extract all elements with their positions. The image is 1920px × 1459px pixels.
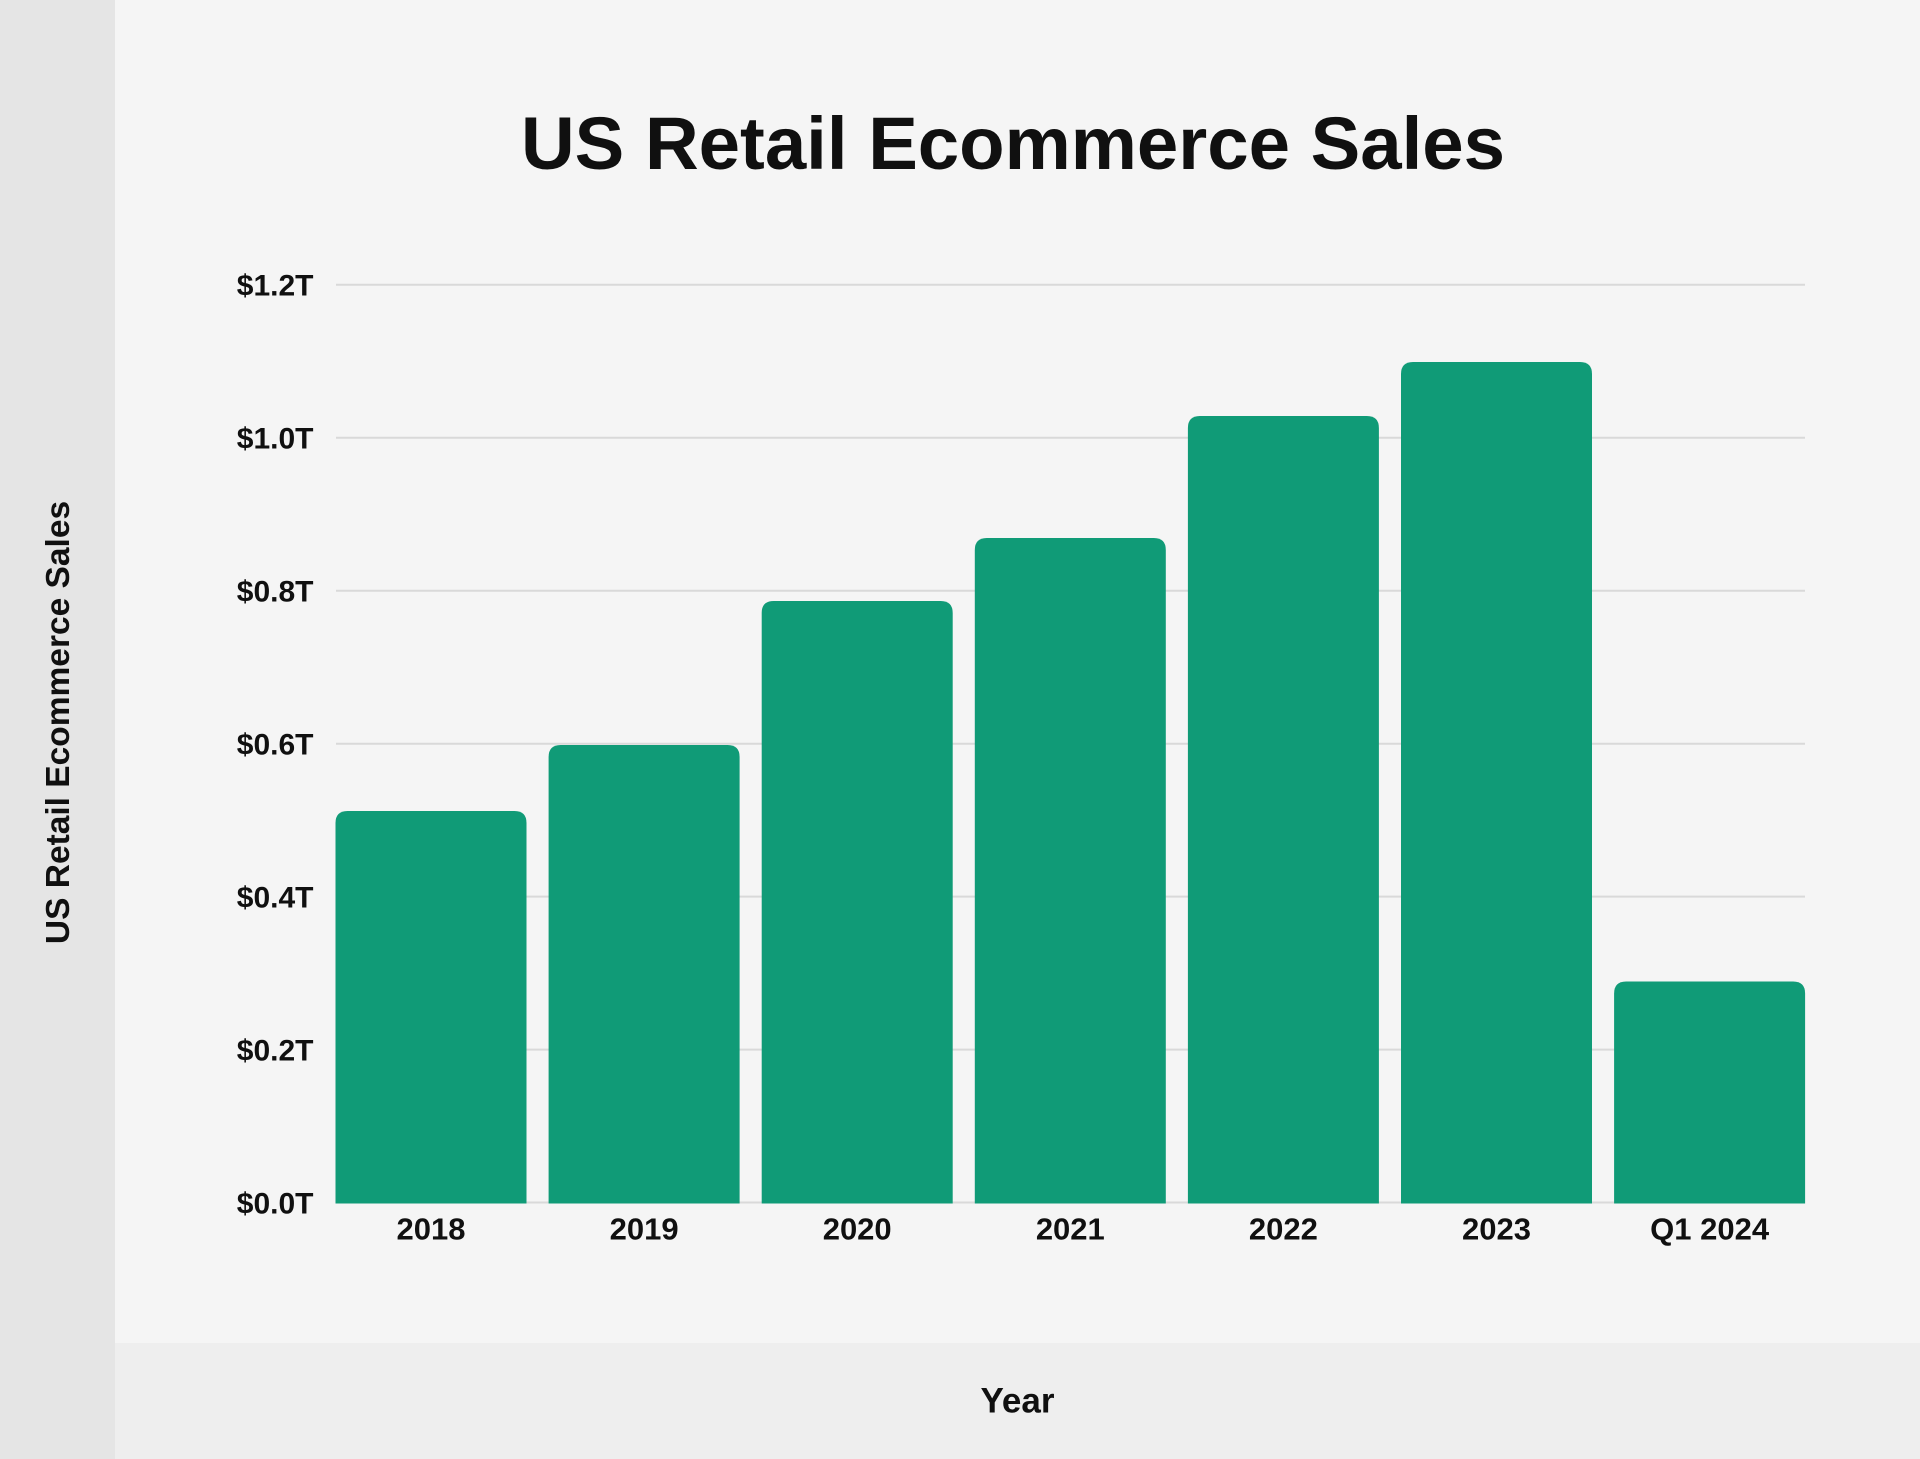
svg-text:$0.6T: $0.6T — [237, 729, 314, 762]
svg-text:$0.4T: $0.4T — [237, 882, 314, 915]
svg-text:US Retail Ecommerce Sales: US Retail Ecommerce Sales — [521, 102, 1505, 185]
svg-text:2023: 2023 — [1462, 1212, 1531, 1247]
svg-text:Q1 2024: Q1 2024 — [1650, 1212, 1770, 1247]
svg-text:$0.2T: $0.2T — [237, 1035, 314, 1068]
svg-text:US Retail Ecommerce Sales: US Retail Ecommerce Sales — [40, 501, 77, 944]
svg-text:2022: 2022 — [1249, 1212, 1318, 1247]
svg-text:2019: 2019 — [610, 1212, 679, 1247]
svg-text:$0.8T: $0.8T — [237, 576, 314, 609]
svg-text:Year: Year — [981, 1382, 1055, 1421]
svg-text:2020: 2020 — [823, 1212, 892, 1247]
svg-text:$1.2T: $1.2T — [237, 270, 314, 303]
svg-text:2018: 2018 — [397, 1212, 466, 1247]
svg-text:2021: 2021 — [1036, 1212, 1105, 1247]
svg-text:$0.0T: $0.0T — [237, 1187, 314, 1220]
svg-text:$1.0T: $1.0T — [237, 423, 314, 456]
